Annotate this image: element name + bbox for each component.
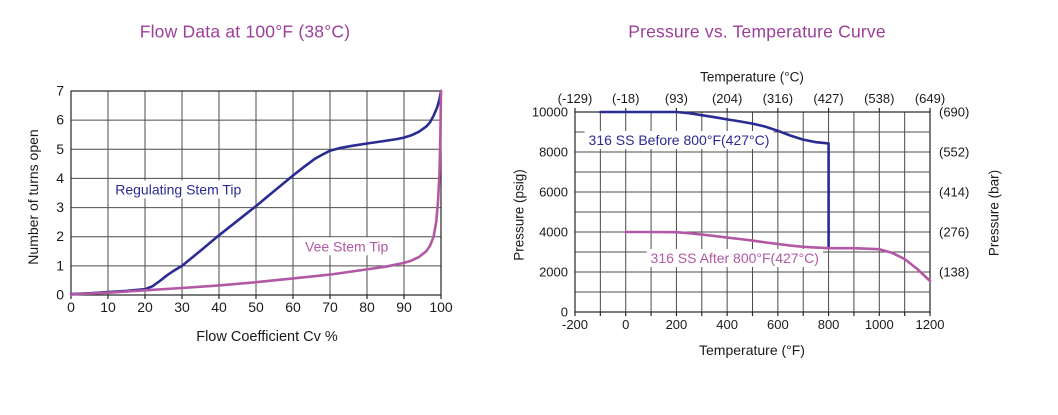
y-tick-label: 7	[56, 83, 64, 99]
x-tick-label: 0	[622, 317, 629, 332]
top-x-tick-label: (538)	[864, 91, 894, 106]
right-y-tick-label: (690)	[939, 105, 969, 120]
x-tick-label: 100	[429, 299, 453, 315]
y-tick-label: 2000	[539, 265, 568, 280]
top-x-tick-label: (427)	[813, 91, 843, 106]
x-tick-label: -200	[562, 317, 588, 332]
x-tick-label: 1000	[865, 317, 894, 332]
y-tick-label: 5	[56, 141, 64, 157]
y-tick-label: 0	[56, 287, 64, 303]
chart-1: -200 0 200 400 600 800 1000 1200020004000600080…	[532, 91, 970, 332]
flow-chart-x-axis-label: Flow Coefficient Cv %	[196, 328, 338, 345]
series-line-regulating-stem-tip	[69, 89, 443, 296]
x-tick-label: 40	[211, 299, 227, 315]
y-tick-label: 6000	[539, 185, 568, 200]
top-x-tick-label: (-18)	[612, 91, 639, 106]
pressure-chart-y-axis-label: Pressure (psig)	[511, 169, 527, 261]
x-tick-label: 60	[285, 299, 301, 315]
right-y-tick-label: (276)	[939, 225, 969, 240]
x-tick-label: 30	[174, 299, 190, 315]
x-tick-label: 80	[359, 299, 375, 315]
x-tick-label: 90	[396, 299, 412, 315]
x-tick-label: 200	[666, 317, 688, 332]
top-x-tick-label: (-129)	[558, 91, 593, 106]
right-y-tick-label: (138)	[939, 265, 969, 280]
series-label-backing	[584, 131, 774, 149]
y-tick-label: 8000	[539, 145, 568, 160]
right-y-tick-label: (552)	[939, 145, 969, 160]
series-label-vee-stem-tip: Vee Stem Tip	[305, 238, 388, 254]
pressure-chart-right-axis-label: Pressure (bar)	[986, 169, 1002, 257]
right-y-tick-label: (414)	[939, 185, 969, 200]
x-tick-label: 0	[67, 299, 75, 315]
top-x-tick-label: (649)	[915, 91, 945, 106]
series-label-backing	[111, 180, 246, 199]
series-label-316-ss-before-800-f-427-c: 316 SS Before 800°F(427°C)	[589, 132, 770, 148]
x-tick-label: 70	[322, 299, 338, 315]
series-line-vee-stem-tip	[69, 89, 443, 296]
x-tick-label: 600	[767, 317, 789, 332]
x-tick-label: 800	[818, 317, 840, 332]
series-label-316-ss-after-800-f-427-c: 316 SS After 800°F(427°C)	[651, 250, 819, 266]
series-label-backing	[646, 249, 823, 267]
x-tick-label: 20	[137, 299, 153, 315]
series-label-backing	[301, 237, 393, 256]
x-tick-label: 50	[248, 299, 264, 315]
pressure-chart-top-axis-label: Temperature (°C)	[700, 69, 804, 85]
top-x-tick-label: (204)	[712, 91, 742, 106]
y-tick-label: 2	[56, 228, 64, 244]
chart-0: 0 10 20 30 40 50 60 70 80 90 100 0 1 2 3 4 5 6 7 Regulating…	[56, 83, 453, 316]
y-tick-label: 6	[56, 112, 64, 128]
flow-chart-title: Flow Data at 100°F (38°C)	[139, 21, 351, 42]
y-tick-label: 3	[56, 199, 64, 215]
pressure-chart-title: Pressure vs. Temperature Curve	[628, 21, 886, 42]
series-line-316-ss-before-800-f-427-c	[599, 110, 830, 250]
top-x-tick-label: (316)	[763, 91, 793, 106]
top-x-tick-label: (93)	[665, 91, 688, 106]
y-tick-label: 0	[561, 305, 568, 320]
y-tick-label: 4000	[539, 225, 568, 240]
pressure-chart-x-axis-label: Temperature (°F)	[699, 342, 805, 358]
y-tick-label: 4	[56, 170, 64, 186]
x-tick-label: 10	[100, 299, 116, 315]
y-tick-label: 1	[56, 257, 64, 273]
flow-chart-y-axis-label: Number of turns open	[25, 129, 41, 265]
series-label-regulating-stem-tip: Regulating Stem Tip	[115, 181, 241, 197]
series-line-316-ss-after-800-f-427-c	[624, 230, 932, 283]
x-tick-label: 1200	[916, 317, 945, 332]
y-tick-label: 10000	[532, 105, 568, 120]
x-tick-label: 400	[716, 317, 738, 332]
